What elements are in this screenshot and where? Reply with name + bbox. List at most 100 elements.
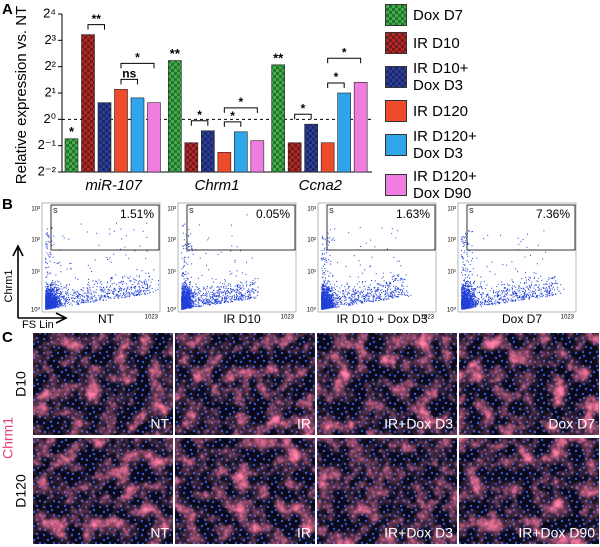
- micrograph-label: IR+Dox D3: [384, 416, 453, 432]
- significance-label: **: [273, 50, 284, 65]
- event-dots: [181, 214, 259, 310]
- plot-label: Dox D7: [502, 312, 542, 326]
- bar: [250, 140, 265, 173]
- legend-label: IR D10+ Dox D3: [413, 60, 469, 94]
- bar: [81, 34, 95, 173]
- micrograph-stain: [33, 333, 173, 435]
- bar: [147, 102, 161, 173]
- significance-bracket: [120, 78, 138, 85]
- significance-label: *: [301, 101, 306, 115]
- bar: [337, 92, 351, 173]
- legend-label: IR D120: [413, 102, 469, 120]
- y-tick-label: 10³: [307, 207, 316, 213]
- x-max-label: 1023: [281, 315, 295, 321]
- y-tick-label: 10¹: [447, 270, 456, 276]
- y-tick-label: 2¹: [44, 84, 56, 99]
- micrograph-stain: [459, 438, 599, 544]
- legend-label: IR D120+ Dox D90: [413, 168, 477, 202]
- x-max-label: 1023: [561, 315, 575, 321]
- y-tick-label: 10²: [307, 238, 316, 244]
- significance-bracket: [223, 107, 258, 113]
- flow-y-axis: Chrm1: [3, 269, 15, 302]
- y-tick-label: 10⁰: [167, 307, 177, 314]
- y-tick-label: 2³: [44, 32, 56, 47]
- significance-bracket: [294, 113, 312, 120]
- axis-arrows: [12, 244, 68, 324]
- legend-item: IR D120+ Dox D3: [385, 128, 485, 162]
- panel-label: B: [2, 196, 13, 213]
- event-dots: [461, 230, 565, 310]
- bar: [304, 123, 318, 173]
- y-tick-label: 10¹: [31, 270, 40, 276]
- flow-x-axis: FS Lin: [22, 319, 54, 331]
- y-tick-label: 10³: [447, 207, 456, 213]
- y-tick-label: 2⁰: [44, 111, 56, 126]
- plot-label: NT: [98, 312, 115, 326]
- gate: [326, 204, 436, 251]
- significance-label: **: [92, 12, 102, 26]
- bar: [201, 130, 215, 173]
- micrograph-stain: [317, 438, 457, 544]
- legend-item: IR D120: [385, 100, 485, 122]
- gate-percent: 1.51%: [120, 207, 154, 221]
- significance-bracket: [190, 120, 209, 126]
- gate-percent: 1.63%: [396, 207, 430, 221]
- micrograph-stain: [459, 333, 599, 435]
- stain-label: Chrm1: [0, 417, 16, 459]
- legend-swatch: [385, 174, 407, 196]
- x-max-label: 1023: [145, 315, 159, 321]
- legend-item: Dox D7: [385, 4, 485, 26]
- micrograph-stain: [175, 438, 315, 544]
- significance-label: ns: [122, 67, 136, 81]
- significance-label: *: [230, 109, 235, 123]
- x-max-label: 1023: [421, 315, 435, 321]
- plot-frame: [317, 202, 437, 313]
- y-tick-label: 10³: [167, 207, 176, 213]
- gate: [466, 204, 576, 251]
- y-tick-label: 10⁰: [447, 307, 457, 314]
- y-tick-label: 10⁰: [307, 307, 317, 314]
- legend-item: IR D120+ Dox D90: [385, 168, 485, 202]
- gate-label: S: [329, 208, 334, 215]
- bar: [353, 82, 368, 173]
- micrograph-label: IR: [297, 416, 311, 432]
- significance-bracket: [327, 82, 345, 88]
- significance-label: *: [69, 124, 75, 139]
- bar: [97, 102, 112, 173]
- significance-bracket: [223, 121, 242, 127]
- x-tick-label: Chrm1: [194, 177, 239, 194]
- legend-swatch: [385, 32, 407, 54]
- legend-item: IR D10: [385, 32, 485, 54]
- bar: [320, 142, 335, 173]
- significance-bracket: [120, 62, 155, 69]
- legend-label: IR D10: [413, 34, 460, 52]
- legend: Dox D7 IR D10 IR D10+ Dox D3 IR D120 IR D120…: [385, 4, 485, 202]
- significance-bracket: [87, 24, 105, 30]
- y-tick-label: 10²: [167, 238, 176, 244]
- gate-label: S: [53, 208, 58, 215]
- micrograph-label: IR: [297, 525, 311, 541]
- plot-label: IR D10 + Dox D3: [336, 312, 427, 326]
- x-tick-label: miR-107: [85, 177, 142, 194]
- significance-label: *: [135, 51, 140, 65]
- legend-label: Dox D7: [413, 6, 464, 24]
- micrograph-stain: [33, 438, 173, 544]
- plot-label: IR D10: [223, 312, 261, 326]
- micrograph-label: IR+Dox D3: [384, 525, 453, 541]
- panel-label: C: [2, 329, 13, 346]
- y-tick-label: 10¹: [167, 270, 176, 276]
- significance-label: *: [342, 45, 347, 59]
- bar: [130, 97, 145, 173]
- event-dots: [321, 227, 412, 310]
- event-dots: [45, 222, 159, 310]
- micrograph-label: IR+Dox D90: [518, 525, 595, 541]
- bar: [168, 60, 182, 173]
- y-tick-label: 10⁰: [31, 307, 41, 314]
- significance-label: *: [334, 70, 339, 84]
- significance-label: **: [170, 46, 181, 61]
- y-tick-label: 10³: [31, 207, 40, 213]
- y-tick-label: 10²: [447, 238, 456, 244]
- legend-item: IR D10+ Dox D3: [385, 60, 485, 94]
- gate: [186, 204, 296, 251]
